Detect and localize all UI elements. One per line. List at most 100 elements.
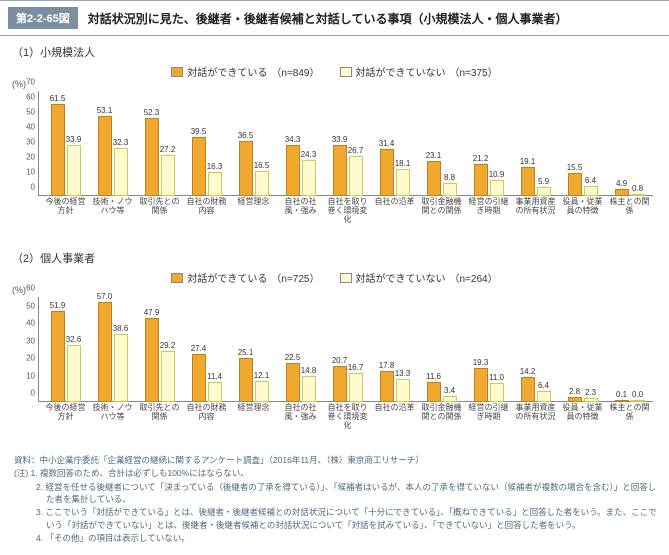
bar-group: 19.15.9: [512, 91, 559, 196]
bar-a: 36.5: [239, 141, 253, 196]
bar-b: 11.0: [490, 383, 504, 402]
note-4: 4. 「その他」の項目は表示していない。: [14, 532, 657, 544]
legend-a-n: （n=849）: [271, 64, 319, 79]
chart2-ylabel: (%): [12, 285, 26, 295]
bar-value: 32.3: [113, 138, 129, 147]
category-label: 取引金融機関との関係: [418, 198, 465, 238]
bar-value: 24.3: [301, 150, 317, 159]
bar-value: 13.3: [395, 369, 411, 378]
bar-b: 0.8: [631, 194, 645, 196]
category-label: 自社の社風・強み: [277, 198, 324, 238]
chart2-yaxis: [38, 297, 39, 402]
bar-value: 11.0: [489, 373, 504, 382]
chart1-title: （1）小規模法人: [12, 44, 657, 60]
tick: 50: [26, 301, 35, 310]
tick: 40: [26, 123, 35, 132]
legend-b-label: 対話ができていない: [356, 270, 446, 285]
category-label: 自社の沿革: [371, 198, 418, 238]
bar-value: 21.2: [473, 154, 489, 163]
bar-group: 36.516.5: [230, 91, 277, 196]
bar-b: 24.3: [302, 160, 316, 196]
bar-value: 38.6: [113, 324, 129, 333]
chart1-yaxis: [38, 91, 39, 196]
chart-section-2: （2）個人事業者 対話ができている（n=725） 対話ができていない（n=264…: [0, 242, 669, 448]
bar-value: 3.4: [444, 386, 455, 395]
bar-value: 19.3: [473, 358, 489, 367]
bar-value: 0.0: [632, 390, 643, 399]
bar-value: 29.2: [160, 341, 176, 350]
bar-value: 47.9: [144, 308, 160, 317]
bar-value: 16.7: [348, 363, 364, 372]
legend-a-label: 対話ができている: [187, 270, 267, 285]
bar-group: 39.516.3: [183, 91, 230, 196]
bar-b: 10.9: [490, 180, 504, 196]
tick: 20: [26, 354, 35, 363]
tick: 10: [26, 371, 35, 380]
legend-a-n: （n=725）: [271, 270, 319, 285]
bar-value: 6.4: [585, 176, 596, 185]
bar-group: 33.926.7: [324, 91, 371, 196]
bar-value: 52.3: [144, 108, 160, 117]
bar-value: 34.3: [285, 135, 301, 144]
tick: 70: [26, 78, 35, 87]
bar-a: 39.5: [192, 137, 206, 196]
bar-group: 17.813.3: [371, 297, 418, 402]
bar-group: 34.324.3: [277, 91, 324, 196]
category-label: 自社の財務内容: [183, 404, 230, 444]
bar-group: 61.533.9: [42, 91, 89, 196]
bar-a: 19.1: [521, 167, 535, 196]
bar-b: 6.4: [584, 186, 598, 196]
bar-value: 51.9: [50, 301, 66, 310]
legend-a-label: 対話ができている: [187, 64, 267, 79]
bar-a: 22.5: [286, 363, 300, 402]
note-source: 資料：中小企業庁委託「企業経営の継続に関するアンケート調査」（2016年11月、…: [14, 454, 657, 466]
footnotes: 資料：中小企業庁委託「企業経営の継続に関するアンケート調査」（2016年11月、…: [0, 448, 669, 555]
bar-value: 16.3: [207, 162, 223, 171]
bar-a: 53.1: [98, 116, 112, 196]
bar-a: 47.9: [145, 318, 159, 402]
bar-value: 6.4: [538, 381, 549, 390]
bar-b: 5.9: [537, 187, 551, 196]
legend-b-n: （n=264）: [450, 270, 498, 285]
bar-b: 16.3: [208, 172, 222, 196]
category-label: 自社の財務内容: [183, 198, 230, 238]
bar-b: 16.5: [255, 171, 269, 196]
bar-a: 61.5: [51, 104, 65, 196]
chart1-legend: 対話ができている（n=849） 対話ができていない（n=375）: [12, 64, 657, 79]
category-label: 自社を取り巻く環境変化: [324, 404, 371, 444]
bar-a: 57.0: [98, 302, 112, 402]
category-label: 技術・ノウハウ等: [89, 198, 136, 238]
note-1: (注) 1. 複数回答のため、合計は必ずしも100%にはならない。: [14, 467, 657, 479]
bar-value: 11.4: [207, 372, 222, 381]
swatch-a: [171, 273, 183, 283]
bar-b: 13.3: [396, 379, 410, 402]
bar-a: 15.5: [568, 173, 582, 196]
note-3: 3. ここでいう「対話ができている」とは、後継者・後継者候補との対話状況について…: [14, 506, 657, 531]
swatch-a: [171, 67, 183, 77]
bar-b: 2.3: [584, 398, 598, 402]
bar-a: 19.3: [474, 368, 488, 402]
bar-group: 52.3 27.2: [136, 91, 183, 196]
legend-b-n: （n=375）: [450, 64, 498, 79]
bar-group: 23.18.8: [418, 91, 465, 196]
chart2-categories: 今後の経営方針技術・ノウハウ等取引先との関係自社の財務内容経営理念自社の社風・強…: [42, 404, 653, 444]
bar-value: 2.3: [585, 388, 596, 397]
bar-group: 4.90.8: [606, 91, 653, 196]
bar-group: 47.929.2: [136, 297, 183, 402]
bar-value: 5.9: [538, 177, 549, 186]
bar-value: 27.2: [160, 145, 176, 154]
bar-value: 22.5: [285, 353, 301, 362]
swatch-b: [340, 273, 352, 283]
category-label: 事業用資産の所有状況: [512, 404, 559, 444]
bar-b: 26.7: [349, 156, 363, 196]
category-label: 今後の経営方針: [42, 198, 89, 238]
category-label: 株主との関係: [606, 198, 653, 238]
bar-a: 25.1: [239, 358, 253, 402]
category-label: 今後の経営方針: [42, 404, 89, 444]
bar-group: 15.56.4: [559, 91, 606, 196]
bar-value: 53.1: [97, 106, 113, 115]
bar-b: 38.6: [114, 334, 128, 402]
bar-group: 27.411.4: [183, 297, 230, 402]
category-label: 役員・従業員の特徴: [559, 198, 606, 238]
chart1-ticks: 010203040506070: [12, 91, 38, 196]
